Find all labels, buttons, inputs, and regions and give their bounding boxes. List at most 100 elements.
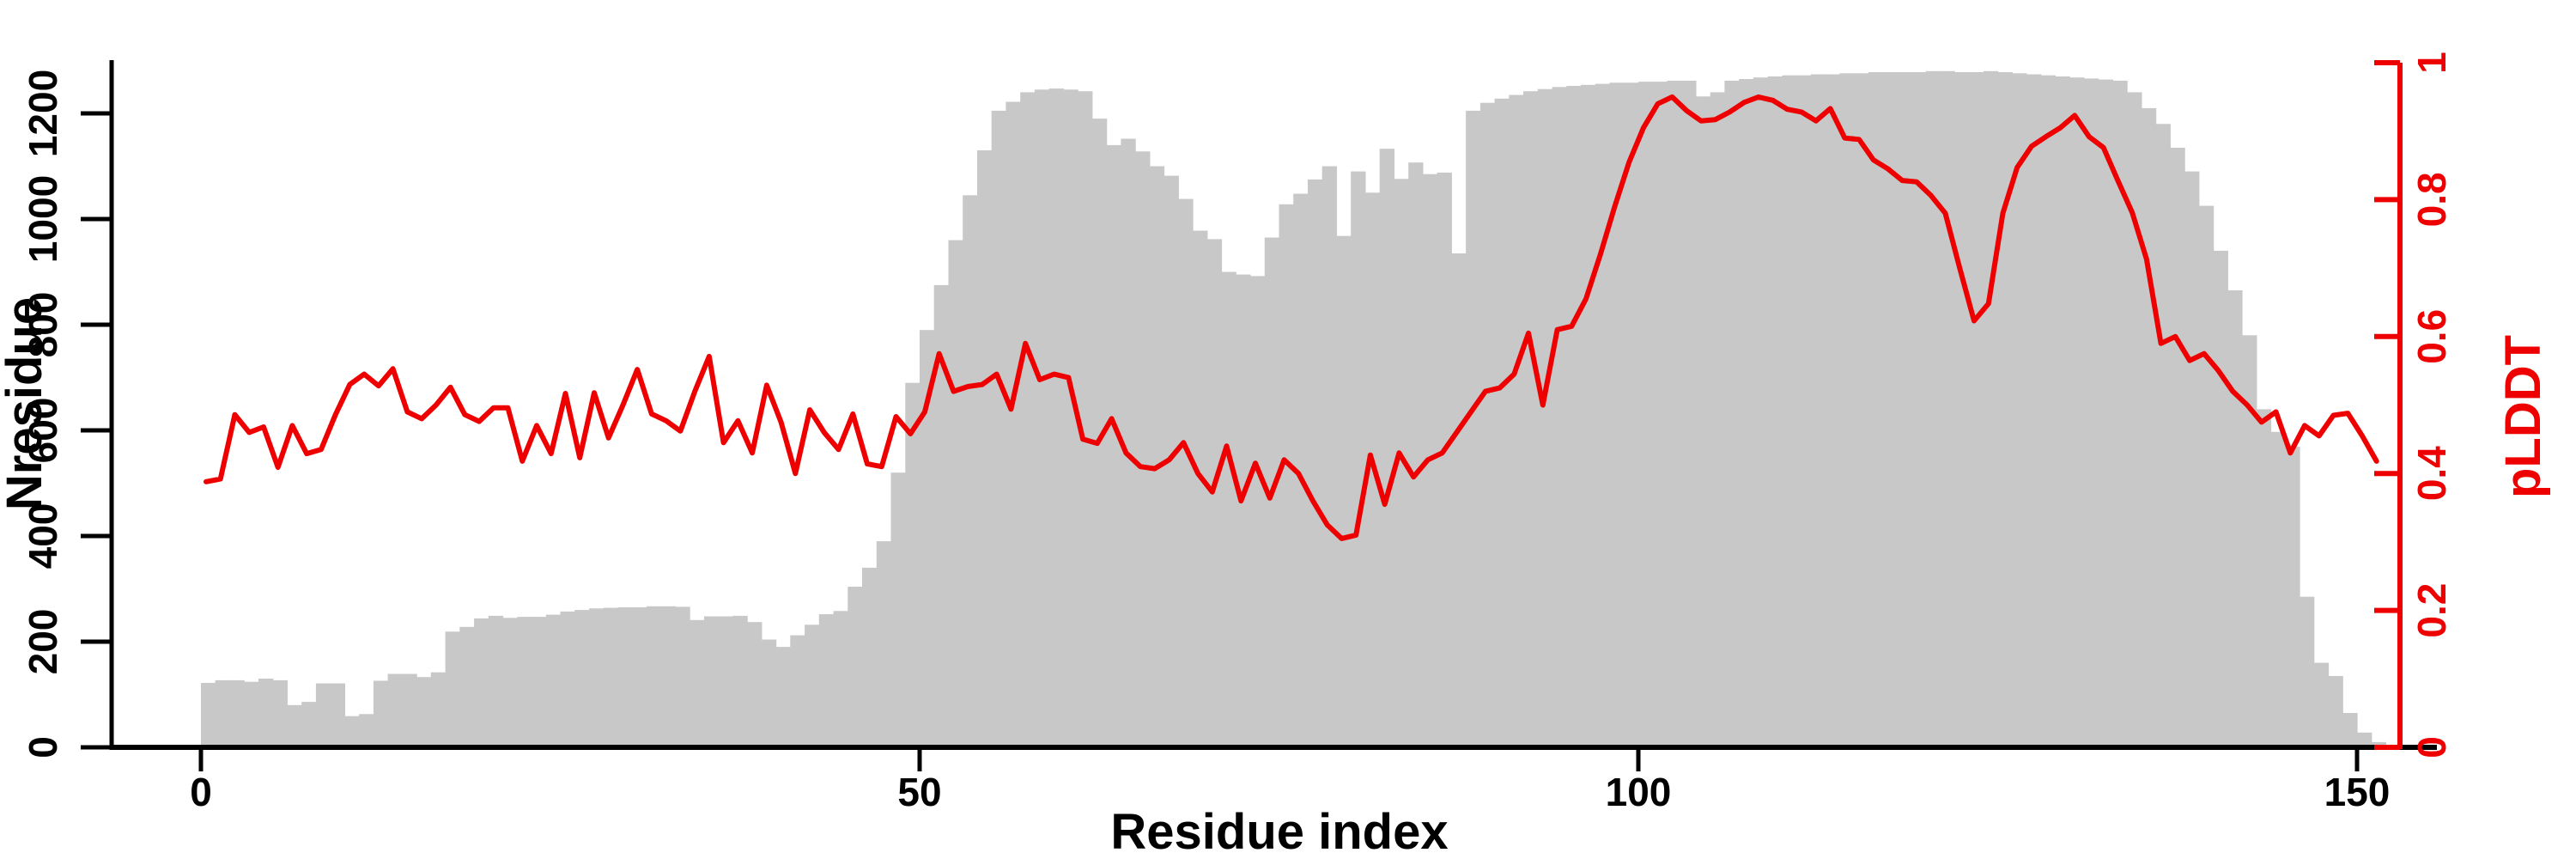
y-right-axis-title: pLDDT	[2495, 335, 2551, 498]
bar	[1983, 70, 1999, 748]
bar	[474, 618, 489, 747]
y-right-tick-label: 1	[2409, 52, 2454, 74]
bar	[775, 647, 791, 747]
bar	[1566, 86, 1582, 747]
bar	[1940, 70, 1955, 748]
bar	[1753, 77, 1769, 747]
bar	[1825, 74, 1840, 747]
bar	[2040, 75, 2057, 747]
bar	[402, 673, 417, 747]
bar	[1178, 198, 1194, 748]
bar	[1595, 83, 1611, 748]
bar	[272, 679, 289, 747]
y-right-tick-label: 0.2	[2409, 583, 2454, 638]
bar	[1308, 179, 1323, 747]
bar	[2198, 205, 2215, 748]
bar	[790, 635, 805, 747]
bar	[1681, 80, 1697, 747]
bar	[1437, 172, 1452, 747]
bar	[201, 683, 216, 747]
bar	[2213, 250, 2228, 747]
bar	[2112, 80, 2128, 747]
bar	[862, 567, 878, 747]
bar	[660, 606, 677, 747]
bar	[2242, 335, 2257, 747]
bar	[387, 673, 403, 747]
bar	[430, 672, 447, 747]
bar	[646, 606, 662, 747]
bar	[2227, 290, 2243, 747]
bar	[1078, 91, 1093, 747]
bar	[718, 616, 733, 747]
bar	[2141, 107, 2157, 747]
bar	[905, 382, 920, 747]
bar	[876, 541, 892, 747]
bar	[1624, 82, 1639, 748]
bar	[977, 150, 993, 747]
bar	[747, 622, 762, 747]
bar	[1696, 96, 1711, 748]
bar	[1911, 72, 1927, 747]
bar	[344, 716, 360, 747]
bar	[1509, 94, 1524, 747]
bar	[1163, 175, 1179, 748]
bar	[2285, 447, 2300, 747]
bar	[1882, 72, 1898, 747]
bar	[848, 587, 863, 747]
bar	[1581, 84, 1596, 748]
bar	[1293, 193, 1309, 747]
bar	[1796, 75, 1812, 747]
bar	[1135, 151, 1151, 748]
bar	[2026, 74, 2042, 747]
bar	[1969, 72, 1984, 747]
bar	[632, 607, 647, 747]
bar	[1236, 274, 1251, 748]
bar	[1020, 92, 1036, 747]
bar	[416, 677, 432, 747]
bar	[2098, 79, 2114, 748]
y-left-tick-label: 1200	[21, 70, 65, 157]
axes	[81, 60, 2437, 771]
bar	[2342, 713, 2358, 747]
bar	[532, 617, 547, 747]
bar	[560, 611, 575, 747]
bar	[2155, 124, 2171, 748]
bar	[359, 714, 374, 747]
plddt-polyline	[204, 94, 2379, 541]
bar	[1379, 149, 1395, 747]
bar	[732, 615, 748, 747]
bar	[603, 607, 619, 747]
bar	[1048, 88, 1065, 748]
bar	[574, 610, 590, 747]
bar	[1408, 162, 1424, 747]
bar	[1767, 76, 1783, 747]
bar	[690, 619, 705, 747]
bar	[1206, 239, 1223, 747]
bar	[1782, 75, 1797, 747]
y-right-tick-label: 0	[2409, 736, 2454, 758]
y-right-tick-label: 0.6	[2409, 309, 2454, 364]
bar	[2083, 78, 2099, 747]
bar	[2313, 662, 2330, 747]
bar	[488, 615, 504, 747]
bar	[1854, 73, 1869, 748]
bar	[2184, 171, 2200, 748]
bar	[545, 614, 562, 747]
bar	[991, 110, 1007, 747]
bar	[703, 616, 720, 747]
x-tick-label: 50	[897, 770, 941, 814]
bar	[1005, 101, 1021, 747]
bar	[933, 284, 950, 747]
bar	[301, 702, 317, 747]
bar	[1279, 204, 1294, 748]
x-axis-title: Residue index	[1110, 804, 1448, 859]
bar	[1479, 102, 1496, 747]
bar	[1149, 166, 1165, 747]
y-left-tick-label: 200	[21, 609, 65, 675]
bar	[617, 607, 633, 747]
bar	[1034, 89, 1050, 748]
bar	[1321, 166, 1338, 747]
bar	[1925, 70, 1941, 748]
bar	[229, 679, 245, 747]
